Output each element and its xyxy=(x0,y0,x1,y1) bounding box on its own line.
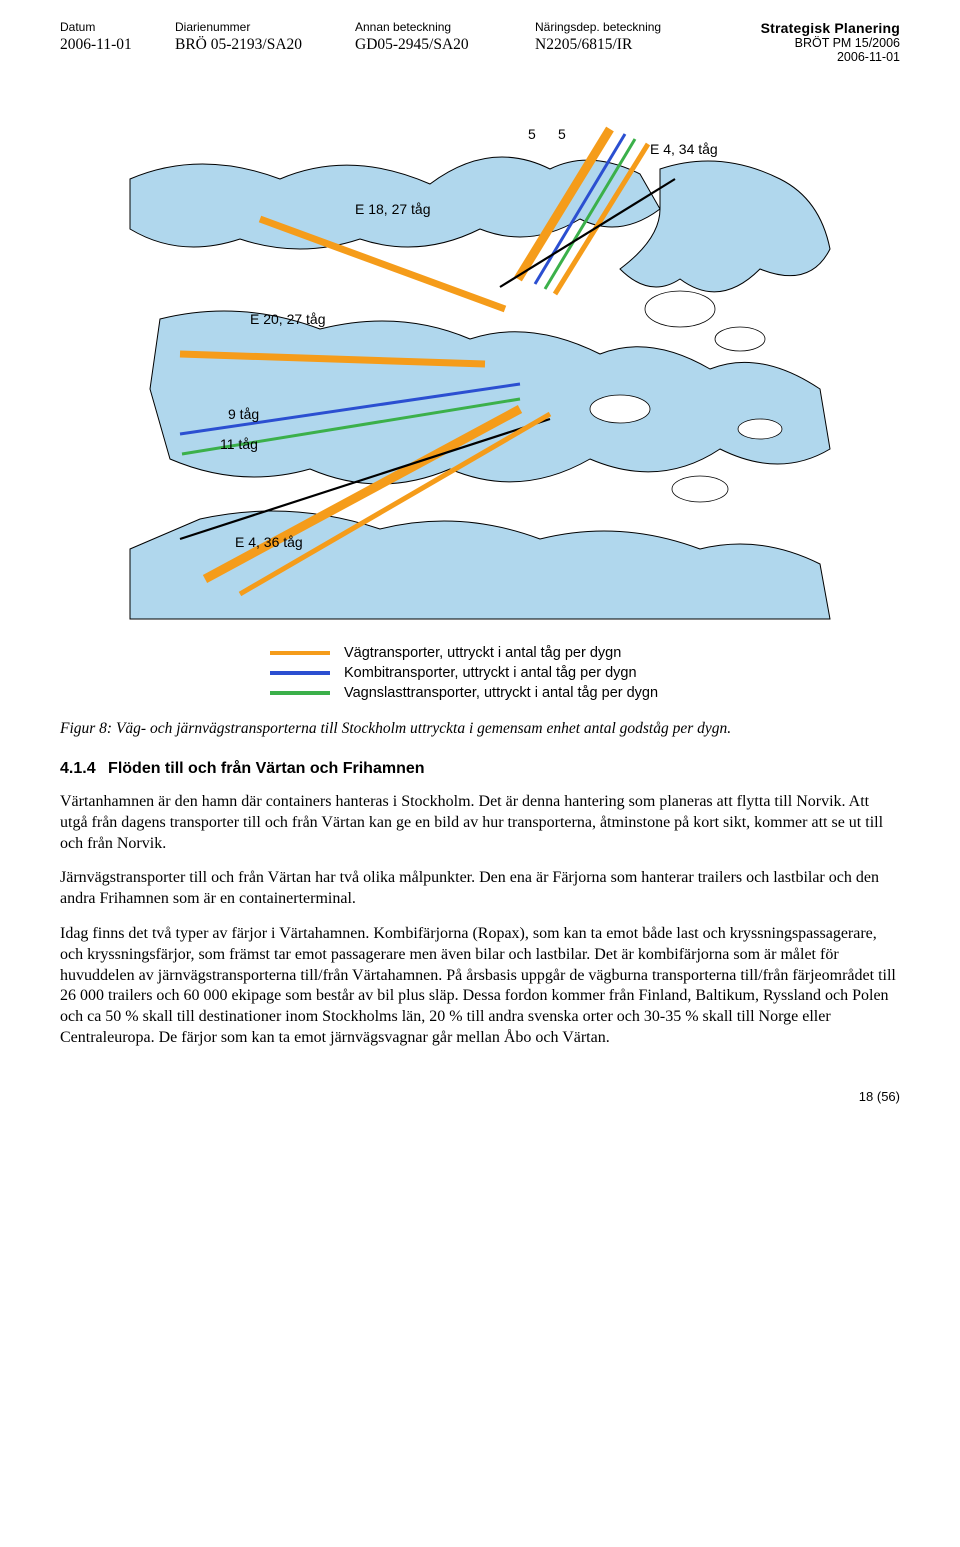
legend-row: Kombitransporter, uttryckt i antal tåg p… xyxy=(270,665,900,681)
section-number: 4.1.4 xyxy=(60,760,96,777)
annot-top-small-1: 5 xyxy=(528,126,536,142)
legend-row: Vägtransporter, uttryckt i antal tåg per… xyxy=(270,645,900,661)
body-paragraph: Järnvägstransporter till och från Värtan… xyxy=(60,868,900,910)
map-figure: 5 5 E 18, 27 tåg E 4, 34 tåg E 20, 27 tå… xyxy=(120,109,840,639)
annot-green-left: 11 tåg xyxy=(220,436,258,452)
annot-top-left: E 18, 27 tåg xyxy=(355,201,431,217)
legend-label: Kombitransporter, uttryckt i antal tåg p… xyxy=(344,665,637,681)
header-value-annan: GD05-2945/SA20 xyxy=(355,36,525,54)
figure-caption: Figur 8: Väg- och järnvägstransporterna … xyxy=(60,719,900,740)
body-paragraph: Värtanhamnen är den hamn där containers … xyxy=(60,792,900,854)
header-right-line3: 2006-11-01 xyxy=(761,50,900,64)
document-header: Datum 2006-11-01 Diarienummer BRÖ 05-219… xyxy=(60,20,900,64)
header-col-datum: Datum 2006-11-01 xyxy=(60,20,165,64)
figure-wrap: 5 5 E 18, 27 tåg E 4, 34 tåg E 20, 27 tå… xyxy=(60,109,900,639)
annot-top-right: E 4, 34 tåg xyxy=(650,141,718,157)
legend-swatch-blue xyxy=(270,671,330,675)
legend-label: Vagnslasttransporter, uttryckt i antal t… xyxy=(344,685,658,701)
header-label-annan: Annan beteckning xyxy=(355,20,525,34)
header-col-right: Strategisk Planering BRÖT PM 15/2006 200… xyxy=(761,20,900,64)
body-paragraph: Idag finns det två typer av färjor i Vär… xyxy=(60,924,900,1049)
annot-bottom-left: E 4, 36 tåg xyxy=(235,534,303,550)
header-col-annan: Annan beteckning GD05-2945/SA20 xyxy=(355,20,525,64)
header-value-naring: N2205/6815/IR xyxy=(535,36,705,54)
header-col-naring: Näringsdep. beteckning N2205/6815/IR xyxy=(535,20,705,64)
header-right-title: Strategisk Planering xyxy=(761,20,900,36)
header-col-diarienummer: Diarienummer BRÖ 05-2193/SA20 xyxy=(175,20,345,64)
header-value-diarienummer: BRÖ 05-2193/SA20 xyxy=(175,36,345,54)
header-label-datum: Datum xyxy=(60,20,165,34)
annot-mid-left: E 20, 27 tåg xyxy=(250,311,326,327)
section-title: Flöden till och från Värtan och Frihamne… xyxy=(108,760,424,777)
header-value-datum: 2006-11-01 xyxy=(60,36,165,54)
section-heading: 4.1.4 Flöden till och från Värtan och Fr… xyxy=(60,760,900,778)
header-right-line2: BRÖT PM 15/2006 xyxy=(761,36,900,50)
legend-swatch-green xyxy=(270,691,330,695)
figure-legend: Vägtransporter, uttryckt i antal tåg per… xyxy=(270,645,900,701)
header-label-diarienummer: Diarienummer xyxy=(175,20,345,34)
map-landmass xyxy=(120,109,840,639)
legend-row: Vagnslasttransporter, uttryckt i antal t… xyxy=(270,685,900,701)
annot-top-small-2: 5 xyxy=(558,126,566,142)
page-number: 18 (56) xyxy=(60,1089,900,1104)
legend-swatch-orange xyxy=(270,651,330,655)
header-label-naring: Näringsdep. beteckning xyxy=(535,20,705,34)
annot-blue-left: 9 tåg xyxy=(228,406,259,422)
legend-label: Vägtransporter, uttryckt i antal tåg per… xyxy=(344,645,621,661)
